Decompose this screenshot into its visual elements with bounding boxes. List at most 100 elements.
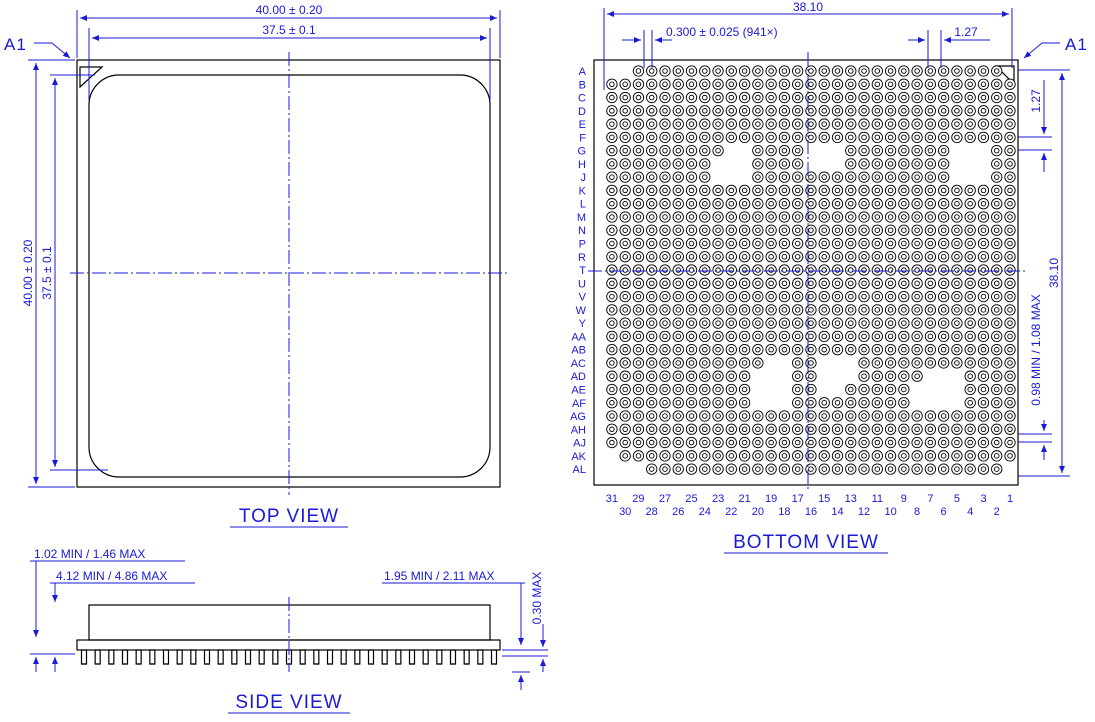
column-label: 3 xyxy=(980,493,986,505)
solder-ball-core xyxy=(887,426,894,433)
solder-ball-core xyxy=(808,360,814,366)
solder-ball-core xyxy=(781,453,788,459)
solder-ball-core xyxy=(887,439,894,446)
solder-ball-core xyxy=(808,94,814,101)
solder-ball-core xyxy=(688,439,695,446)
column-label: 17 xyxy=(792,493,804,505)
solder-ball-core xyxy=(834,240,841,247)
solder-ball-core xyxy=(648,214,655,220)
solder-ball-core xyxy=(609,108,615,114)
solder-ball-core xyxy=(887,200,894,207)
solder-ball-core xyxy=(662,346,668,353)
solder-ball-core xyxy=(688,307,695,313)
solder-ball-core xyxy=(1007,94,1013,101)
solder-ball-core xyxy=(927,267,934,273)
solder-ball-core xyxy=(675,108,682,114)
solder-ball-core xyxy=(675,147,682,154)
solder-ball-core xyxy=(834,293,841,300)
solder-ball-core xyxy=(688,108,695,114)
row-label: AD xyxy=(571,371,586,383)
solder-ball-core xyxy=(609,94,615,101)
solder-ball-core xyxy=(728,81,735,88)
row-label: AE xyxy=(571,385,586,397)
solder-ball-core xyxy=(901,360,907,366)
solder-ball-core xyxy=(768,307,774,313)
solder-ball-core xyxy=(609,254,615,260)
solder-ball-core xyxy=(794,386,801,393)
solder-ball-core xyxy=(940,108,947,114)
solder-ball-core xyxy=(675,426,682,433)
column-label: 2 xyxy=(994,506,1000,518)
solder-ball-core xyxy=(794,307,801,313)
solder-ball-core xyxy=(768,161,774,167)
row-label: K xyxy=(579,185,587,197)
solder-ball-core xyxy=(980,108,987,114)
solder-ball-core xyxy=(662,453,668,459)
solder-ball-core xyxy=(609,174,615,180)
solder-ball-core xyxy=(609,81,615,88)
pin xyxy=(162,649,170,665)
solder-ball-core xyxy=(914,161,920,167)
solder-ball-core xyxy=(914,134,920,141)
dim-inner-height: 37.5 ± 0.1 xyxy=(40,246,54,300)
solder-ball-core xyxy=(1007,426,1013,433)
solder-ball-core xyxy=(1007,320,1013,326)
solder-ball-core xyxy=(940,413,947,419)
solder-ball-core xyxy=(622,413,628,419)
solder-ball-core xyxy=(688,400,695,406)
solder-ball-core xyxy=(914,373,920,379)
row-label: E xyxy=(579,119,586,131)
solder-ball-core xyxy=(861,240,867,247)
column-label: 29 xyxy=(632,493,644,505)
solder-ball-core xyxy=(662,333,668,340)
solder-ball-core xyxy=(755,227,761,233)
solder-ball-core xyxy=(874,134,881,141)
solder-ball-core xyxy=(675,81,682,88)
solder-ball-core xyxy=(635,346,642,353)
solder-ball-core xyxy=(861,360,867,366)
solder-ball-core xyxy=(808,346,814,353)
solder-ball-core xyxy=(609,293,615,300)
solder-ball-core xyxy=(715,360,721,366)
solder-ball-core xyxy=(927,174,934,180)
solder-ball-core xyxy=(834,307,841,313)
solder-ball-core xyxy=(993,267,1000,273)
solder-ball-core xyxy=(861,386,867,393)
solder-ball-core xyxy=(927,108,934,114)
solder-ball-core xyxy=(821,174,827,180)
solder-ball-core xyxy=(741,293,748,300)
solder-ball-core xyxy=(728,68,735,74)
solder-ball-core xyxy=(781,94,788,101)
column-label: 12 xyxy=(858,506,870,518)
solder-ball-core xyxy=(980,346,987,353)
solder-ball-core xyxy=(662,121,668,127)
row-label: AA xyxy=(571,331,586,343)
solder-ball-core xyxy=(940,346,947,353)
solder-ball-core xyxy=(622,200,628,207)
solder-ball-core xyxy=(834,280,841,287)
solder-ball-core xyxy=(887,240,894,247)
solder-ball-core xyxy=(715,373,721,379)
solder-ball-core xyxy=(728,187,735,194)
solder-ball-core xyxy=(662,81,668,88)
solder-ball-core xyxy=(1007,333,1013,340)
solder-ball-core xyxy=(927,453,934,459)
solder-ball-core xyxy=(980,453,987,459)
pin xyxy=(463,649,470,665)
solder-ball-core xyxy=(675,360,682,366)
solder-ball-core xyxy=(954,200,960,207)
solder-ball-core xyxy=(662,320,668,326)
solder-ball-core xyxy=(662,94,668,101)
solder-ball-core xyxy=(635,254,642,260)
solder-ball-core xyxy=(874,68,881,74)
solder-ball-core xyxy=(834,346,841,353)
solder-ball-core xyxy=(688,373,695,379)
solder-ball-core xyxy=(954,214,960,220)
solder-ball-core xyxy=(675,320,682,326)
solder-ball-core xyxy=(808,400,814,406)
solder-ball-core xyxy=(887,108,894,114)
solder-ball-core xyxy=(887,413,894,419)
solder-ball-core xyxy=(954,240,960,247)
solder-ball-core xyxy=(914,81,920,88)
solder-ball-core xyxy=(648,121,655,127)
